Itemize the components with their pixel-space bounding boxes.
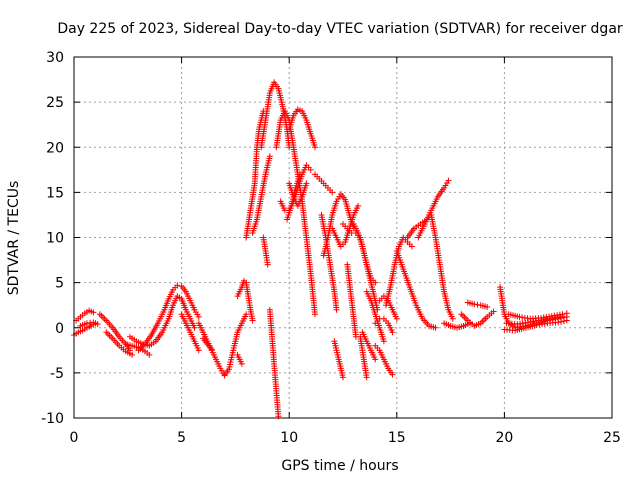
axis-ticks: 0 5 10 15 20 25 -10 -5 0 5 10 15 20 25 30 bbox=[41, 50, 621, 446]
data-point-marker bbox=[264, 261, 271, 268]
series-arc-15 bbox=[243, 279, 256, 324]
data-point-marker bbox=[408, 243, 415, 250]
data-point-marker bbox=[333, 306, 340, 313]
x-axis-label: GPS time / hours bbox=[281, 458, 398, 474]
data-point-marker bbox=[372, 279, 379, 286]
y-tick-label: 25 bbox=[46, 95, 64, 111]
y-tick-label: 15 bbox=[46, 185, 64, 201]
data-point-marker bbox=[389, 371, 396, 378]
series-arc-19 bbox=[266, 306, 282, 420]
data-point-marker bbox=[563, 310, 570, 317]
data-point-marker bbox=[557, 313, 564, 320]
data-point-marker bbox=[329, 189, 336, 196]
y-tick-label: 5 bbox=[55, 276, 64, 292]
series-arc-38 bbox=[372, 315, 396, 336]
data-point-marker bbox=[389, 329, 396, 336]
data-point-marker bbox=[94, 321, 101, 328]
data-point-marker bbox=[490, 308, 497, 315]
grid bbox=[74, 57, 612, 418]
chart-title: Day 225 of 2023, Sidereal Day-to-day VTE… bbox=[57, 21, 623, 37]
x-tick-label: 20 bbox=[495, 430, 513, 446]
series-arc-22 bbox=[286, 106, 319, 151]
data-point-marker bbox=[238, 360, 245, 367]
data-point-marker bbox=[195, 313, 202, 320]
series-arc-30 bbox=[331, 338, 346, 381]
series-arc-8 bbox=[135, 282, 202, 354]
data-point-marker bbox=[340, 374, 346, 381]
y-tick-label: 20 bbox=[46, 140, 64, 156]
data-point-marker bbox=[303, 180, 310, 187]
y-tick-label: 10 bbox=[46, 231, 64, 247]
series-arc-35 bbox=[359, 329, 379, 363]
data-point-marker bbox=[484, 303, 491, 310]
data-point-marker bbox=[312, 311, 319, 318]
data-point-marker bbox=[296, 171, 303, 178]
data-point-marker bbox=[355, 202, 362, 209]
data-point-marker bbox=[363, 374, 370, 381]
data-point-marker bbox=[249, 317, 256, 324]
series-arc-12 bbox=[221, 311, 250, 378]
series-arc-33 bbox=[350, 220, 379, 286]
series-arc-26 bbox=[312, 171, 336, 196]
series-arc-25 bbox=[284, 171, 303, 223]
y-axis-label: SDTVAR / TECUs bbox=[6, 181, 22, 296]
x-tick-label: 25 bbox=[603, 430, 621, 446]
data-point-marker bbox=[195, 347, 202, 354]
series-arc-7 bbox=[126, 293, 198, 349]
data-point-marker bbox=[432, 324, 439, 331]
series-arc-46 bbox=[458, 308, 497, 329]
series-arc-51 bbox=[503, 313, 564, 328]
x-tick-label: 15 bbox=[388, 430, 406, 446]
data-point-marker bbox=[449, 315, 456, 322]
series-arc-44 bbox=[428, 211, 456, 322]
data-point-marker bbox=[243, 311, 250, 318]
data-point-marker bbox=[307, 166, 314, 173]
series-arc-17 bbox=[249, 153, 273, 236]
series-arc-18 bbox=[260, 234, 271, 268]
data-point-marker-interp bbox=[558, 318, 565, 325]
data-point-marker bbox=[208, 346, 215, 353]
data-point-marker bbox=[90, 309, 97, 316]
x-tick-label: 0 bbox=[70, 430, 79, 446]
y-tick-label: 30 bbox=[46, 50, 64, 66]
y-tick-label: -5 bbox=[50, 366, 64, 382]
series-arc-21 bbox=[273, 108, 319, 318]
data-point-marker bbox=[174, 282, 181, 289]
series-arc-45 bbox=[441, 320, 473, 331]
y-tick-label: 0 bbox=[55, 321, 64, 337]
series-arc-3 bbox=[77, 319, 101, 329]
series-arc-13 bbox=[234, 351, 245, 367]
series-arc-47 bbox=[464, 299, 491, 310]
data-point-marker bbox=[129, 351, 136, 358]
y-tick-label: -10 bbox=[41, 411, 64, 427]
data-point-marker bbox=[393, 315, 400, 322]
data-point-marker bbox=[555, 319, 562, 326]
data-point-marker bbox=[146, 351, 153, 358]
data-point-marker bbox=[191, 324, 198, 331]
series-arc-11 bbox=[200, 335, 215, 353]
series-arc-41 bbox=[393, 248, 439, 331]
series-arc-37 bbox=[372, 342, 396, 378]
series-arc-49 bbox=[501, 317, 570, 334]
data-point-marker bbox=[445, 177, 452, 184]
data-point-marker bbox=[266, 153, 273, 160]
x-tick-label: 5 bbox=[177, 430, 186, 446]
series-arc-9 bbox=[178, 311, 202, 354]
data-point-marker bbox=[563, 317, 570, 324]
series-arc-5 bbox=[103, 329, 136, 358]
data-points bbox=[71, 79, 570, 420]
data-point-marker bbox=[380, 338, 387, 345]
data-point-marker-interp bbox=[560, 318, 567, 325]
x-tick-label: 10 bbox=[280, 430, 298, 446]
data-point-marker bbox=[312, 144, 319, 151]
data-point-marker bbox=[372, 356, 379, 363]
